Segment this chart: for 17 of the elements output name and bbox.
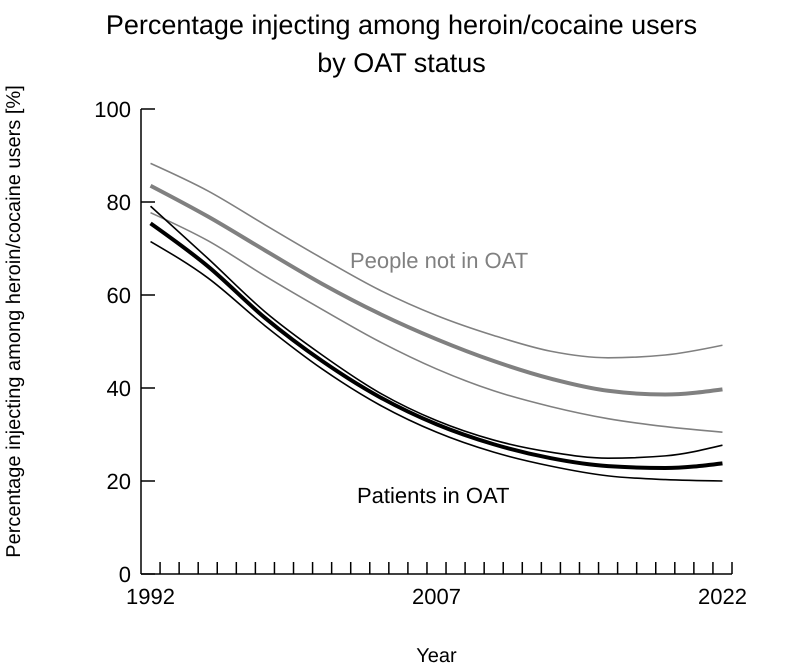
series-label: People not in OAT <box>350 248 528 274</box>
series-label: Patients in OAT <box>357 483 510 509</box>
x-tick-label: 2022 <box>698 584 747 609</box>
y-tick-label: 0 <box>118 562 131 587</box>
line-series <box>150 162 724 359</box>
line-series <box>148 184 724 397</box>
x-tick-label: 2007 <box>412 584 461 609</box>
y-tick-label: 80 <box>106 190 131 215</box>
y-tick-label: 100 <box>94 97 131 122</box>
y-tick-label: 20 <box>106 469 131 494</box>
x-tick-label: 1992 <box>126 584 176 609</box>
y-axis-title: Percentage injecting among heroin/cocaine users [%] <box>3 85 26 558</box>
y-tick-label: 40 <box>106 376 131 401</box>
x-axis-title: Year <box>416 645 458 664</box>
chart-subtitle: by OAT status <box>316 47 487 80</box>
y-tick-label: 60 <box>106 283 131 308</box>
chart-title: Percentage injecting among heroin/cocaine users <box>104 9 698 42</box>
